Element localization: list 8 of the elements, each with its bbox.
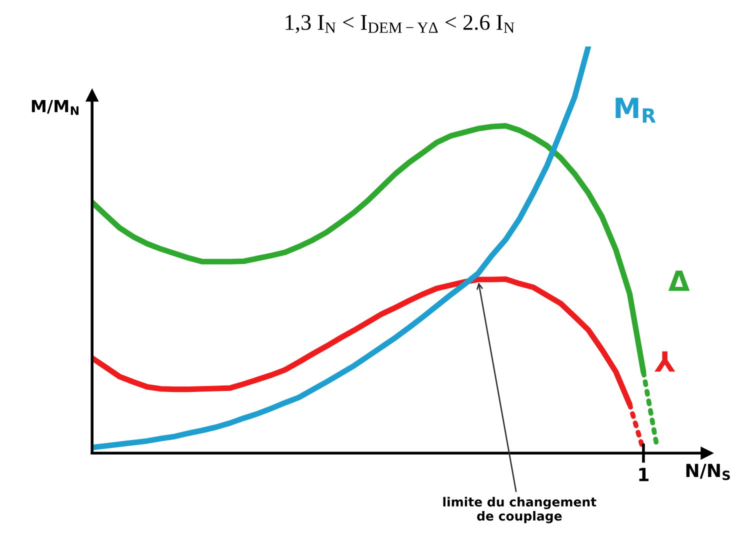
text: 1: [639, 468, 649, 482]
x-axis-title: N/N$_{S}$: [686, 464, 730, 480]
series-label: ⅄: [654, 351, 676, 372]
series-label: M$_{R}$: [616, 98, 656, 123]
text: limite du changement de couplage: [443, 496, 596, 524]
y-axis-title: M/M$_{N}$: [32, 100, 78, 115]
chart-title: 1,3 I$_{N}$ < I$_{DEM−YΔ}$ < 2.6 I$_{N}$: [286, 14, 514, 34]
series-label: Δ: [668, 270, 690, 291]
